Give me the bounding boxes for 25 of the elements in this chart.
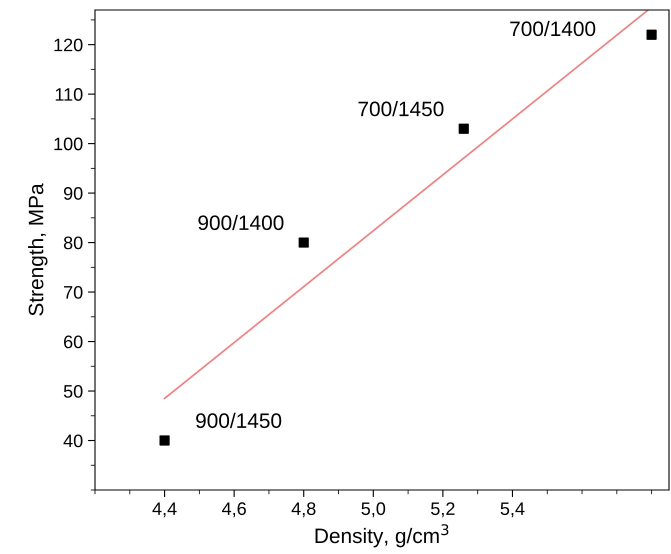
y-tick-label: 120	[54, 38, 82, 52]
annotation: 700/1400	[510, 20, 596, 36]
annotation: 900/1450	[196, 412, 282, 428]
y-axis-title: Strength, MPa	[28, 183, 48, 316]
x-tick-label: 5,4	[500, 502, 524, 518]
y-tick-label: 110	[56, 88, 82, 101]
y-tick-label: 70	[64, 286, 82, 299]
y-tick-label: 100	[54, 138, 82, 150]
annotation: 700/1450	[358, 101, 444, 116]
point	[298, 237, 309, 248]
y-tick-label: 80	[64, 236, 82, 250]
y-tick-label: 50	[64, 384, 82, 398]
x-tick-label: 5,2	[431, 502, 455, 518]
x-tick-label: 4,4	[152, 502, 177, 518]
y-tick-label: 90	[64, 187, 82, 200]
point	[458, 124, 469, 134]
y-tick-label: 40	[64, 434, 82, 448]
y-tick-label: 60	[64, 335, 82, 348]
point	[646, 30, 657, 40]
x-tick-label: 4,8	[292, 502, 316, 518]
x-axis-title: Density, g/cm$^{3}$	[316, 524, 448, 548]
x-tick-label: 5,0	[361, 502, 386, 518]
annotation: 900/1400	[198, 214, 284, 230]
point	[159, 435, 170, 446]
x-tick-label: 4,6	[222, 502, 246, 518]
